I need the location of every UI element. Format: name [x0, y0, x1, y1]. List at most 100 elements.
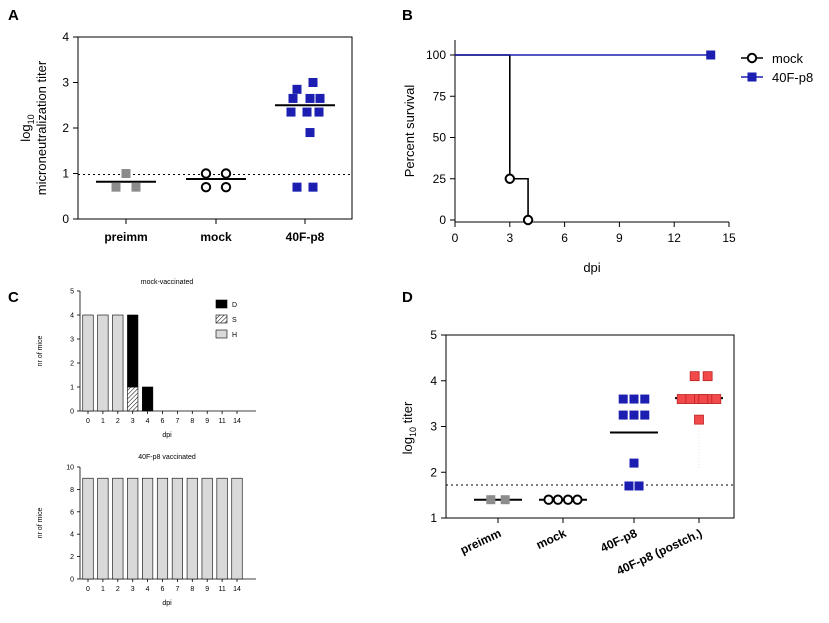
bar-H — [186, 477, 198, 580]
data-point — [698, 394, 709, 404]
y-tick-label: 0 — [439, 213, 446, 227]
bar-D — [127, 314, 139, 388]
chart-c-top-title: mock-vaccinated — [141, 279, 194, 286]
data-point — [702, 371, 713, 382]
y-tick-label: 75 — [433, 89, 447, 103]
y-tick-label: 6 — [70, 509, 74, 516]
chart-c-bottom-title: 40F-p8 vaccinated — [138, 454, 196, 461]
x-tick-label: 4 — [146, 586, 150, 593]
data-point — [305, 128, 315, 138]
x-tick-label: 2 — [116, 586, 120, 593]
y-tick-label: 2 — [430, 465, 437, 479]
legend-label: mock — [772, 51, 804, 66]
data-point — [121, 169, 131, 178]
data-point — [111, 182, 121, 192]
bar-H — [112, 314, 124, 412]
chart-d-ylabel: log10 titer — [400, 401, 418, 454]
bar-H — [97, 477, 109, 580]
y-tick-label: 4 — [430, 374, 437, 388]
x-tick-label: 8 — [190, 586, 194, 593]
x-tick-label: 9 — [205, 586, 209, 593]
category-label: 40F-p8 — [286, 230, 325, 244]
survival-marker — [706, 50, 716, 60]
y-tick-label: 0 — [70, 409, 74, 416]
chart-b-xlabel: dpi — [583, 260, 600, 275]
data-point — [543, 494, 554, 505]
x-tick-label: 11 — [218, 418, 225, 425]
x-tick-label: 0 — [86, 418, 90, 425]
x-tick-label: 7 — [175, 418, 179, 425]
x-tick-label: 7 — [175, 586, 179, 593]
bar-H — [171, 477, 183, 580]
data-point — [302, 107, 312, 117]
x-tick-label: 4 — [146, 418, 150, 425]
y-tick-label: 8 — [70, 487, 74, 494]
x-tick-label: 14 — [233, 586, 241, 593]
chart-c-bottom-ylabel: nr of mice — [37, 508, 44, 539]
legend-label-D: D — [232, 302, 237, 309]
y-tick-label: 4 — [70, 532, 74, 539]
chart-a-ylabel-1: log10 — [18, 114, 36, 141]
x-tick-label: 3 — [506, 231, 513, 245]
data-point — [572, 494, 583, 505]
legend-marker — [747, 72, 757, 82]
survival-marker — [504, 173, 515, 184]
x-tick-label: 9 — [616, 231, 623, 245]
x-tick-label: 9 — [205, 418, 209, 425]
chart-c-bottom-xlabel: dpi — [162, 600, 172, 607]
y-tick-label: 2 — [62, 121, 69, 135]
legend-label-S: S — [232, 317, 237, 324]
x-tick-label: 6 — [561, 231, 568, 245]
y-tick-label: 4 — [70, 313, 74, 320]
bar-H — [231, 477, 243, 580]
bar-H — [156, 477, 169, 580]
chart-c-bottom: 40F-p8 vaccinated 0 2 4 6 8 10 0 1 2 3 4 6 7 8 9 11 14 n… — [37, 454, 256, 607]
y-tick-label: 2 — [70, 361, 74, 368]
data-point — [286, 107, 296, 117]
bar-H — [142, 477, 154, 580]
x-tick-label: 14 — [233, 418, 241, 425]
chart-a: 0 1 2 3 4 preimm mock 40F-p8 log10 microneutra… — [18, 30, 353, 244]
legend-swatch-S — [215, 314, 228, 324]
data-point — [676, 394, 687, 404]
chart-a-ylabel-2: microneutralization titer — [34, 60, 49, 195]
chart-a-frame — [77, 36, 353, 220]
chart-b-ylabel: Percent survival — [402, 85, 417, 178]
bar-H — [82, 314, 94, 412]
panel-letter-b: B — [402, 7, 413, 24]
data-point — [640, 394, 650, 404]
data-point — [200, 168, 212, 179]
data-point — [618, 410, 628, 420]
data-point — [629, 410, 639, 420]
data-point — [315, 93, 325, 103]
x-tick-label: 15 — [722, 231, 736, 245]
bar-S — [127, 386, 139, 412]
x-tick-label: 1 — [101, 418, 105, 425]
y-tick-label: 25 — [433, 172, 447, 186]
data-point — [288, 93, 298, 103]
x-tick-label: 0 — [86, 586, 90, 593]
bar-H — [112, 477, 124, 580]
legend-label: 40F-p8 — [772, 70, 813, 85]
y-tick-label: 5 — [70, 289, 74, 296]
data-point — [305, 93, 315, 103]
data-point — [640, 410, 650, 420]
x-tick-label: 3 — [131, 586, 135, 593]
panel-letter-a: A — [8, 7, 19, 24]
x-tick-label: 6 — [161, 418, 165, 425]
chart-c-top-ylabel: nr of mice — [37, 336, 44, 367]
y-tick-label: 2 — [70, 554, 74, 561]
bar-H — [201, 477, 213, 580]
data-point — [314, 107, 324, 117]
data-point — [486, 495, 496, 505]
legend-marker — [746, 52, 758, 64]
y-tick-label: 0 — [62, 212, 69, 226]
legend-swatch-H — [215, 329, 228, 339]
chart-d-frame — [445, 334, 735, 519]
survival-marker — [522, 214, 534, 226]
y-tick-label: 1 — [70, 385, 74, 392]
data-point — [694, 414, 704, 425]
y-tick-label: 5 — [430, 328, 437, 342]
